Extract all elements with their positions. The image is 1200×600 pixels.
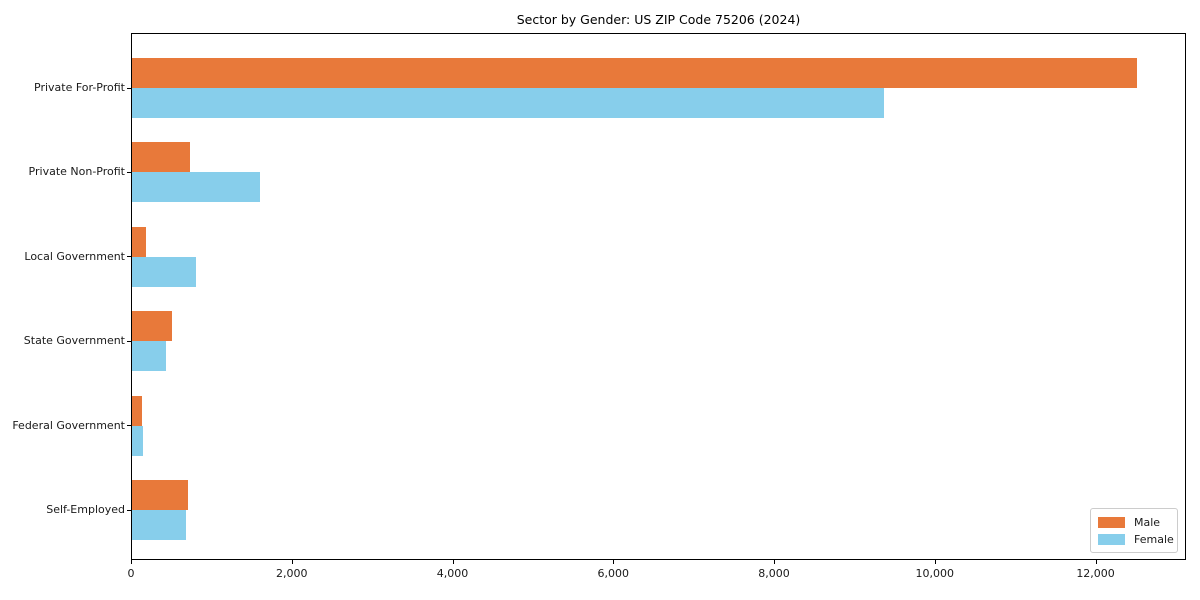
bar-male-4 bbox=[132, 395, 142, 426]
y-axis-label: Federal Government bbox=[12, 418, 125, 432]
y-axis-label: Local Government bbox=[24, 249, 125, 263]
x-axis-tick-label: 8,000 bbox=[758, 567, 790, 580]
x-axis-tick bbox=[613, 560, 615, 564]
bar-female-5 bbox=[132, 510, 186, 540]
y-axis-tick bbox=[127, 256, 131, 258]
y-axis-tick bbox=[127, 340, 131, 342]
y-axis-tick bbox=[127, 425, 131, 427]
y-axis-label: State Government bbox=[23, 334, 125, 348]
legend-swatch-female bbox=[1098, 534, 1125, 545]
plot-area bbox=[131, 33, 1186, 560]
bar-male-1 bbox=[132, 142, 190, 173]
legend: Male Female bbox=[1090, 508, 1178, 553]
x-axis-tick-label: 6,000 bbox=[597, 567, 630, 580]
x-axis-tick-label: 0 bbox=[127, 567, 135, 580]
x-axis-tick-label: 4,000 bbox=[436, 567, 469, 580]
bar-male-5 bbox=[132, 480, 189, 510]
bar-female-1 bbox=[132, 172, 260, 203]
bar-female-4 bbox=[132, 425, 143, 456]
x-axis-tick-label: 10,000 bbox=[915, 567, 955, 580]
x-axis-tick bbox=[1095, 560, 1097, 564]
y-axis-tick bbox=[127, 87, 131, 89]
x-axis-tick bbox=[934, 560, 936, 564]
y-axis-tick bbox=[127, 171, 131, 173]
x-axis-tick bbox=[131, 560, 132, 564]
bar-male-3 bbox=[132, 311, 173, 342]
legend-item-female: Female bbox=[1098, 532, 1177, 547]
bar-female-2 bbox=[132, 256, 197, 287]
legend-label: Male bbox=[1134, 516, 1161, 529]
chart-title: Sector by Gender: US ZIP Code 75206 (202… bbox=[516, 12, 801, 27]
bar-female-0 bbox=[132, 88, 885, 118]
bar-male-2 bbox=[132, 226, 147, 257]
x-axis-tick bbox=[291, 560, 293, 564]
x-axis-tick-label: 12,000 bbox=[1076, 567, 1115, 580]
y-axis-label: Self-Employed bbox=[46, 503, 125, 516]
x-axis-tick bbox=[452, 560, 454, 564]
x-axis-tick-label: 2,000 bbox=[276, 567, 308, 580]
bar-female-3 bbox=[132, 341, 167, 372]
legend-item-male: Male bbox=[1098, 515, 1177, 530]
legend-label: Female bbox=[1134, 533, 1174, 546]
legend-swatch-male bbox=[1098, 517, 1125, 528]
x-axis-tick bbox=[774, 560, 776, 564]
y-axis-label: Private Non-Profit bbox=[28, 165, 125, 179]
y-axis-label: Private For-Profit bbox=[34, 81, 125, 94]
y-axis-tick bbox=[127, 509, 131, 511]
bar-male-0 bbox=[132, 58, 1137, 88]
